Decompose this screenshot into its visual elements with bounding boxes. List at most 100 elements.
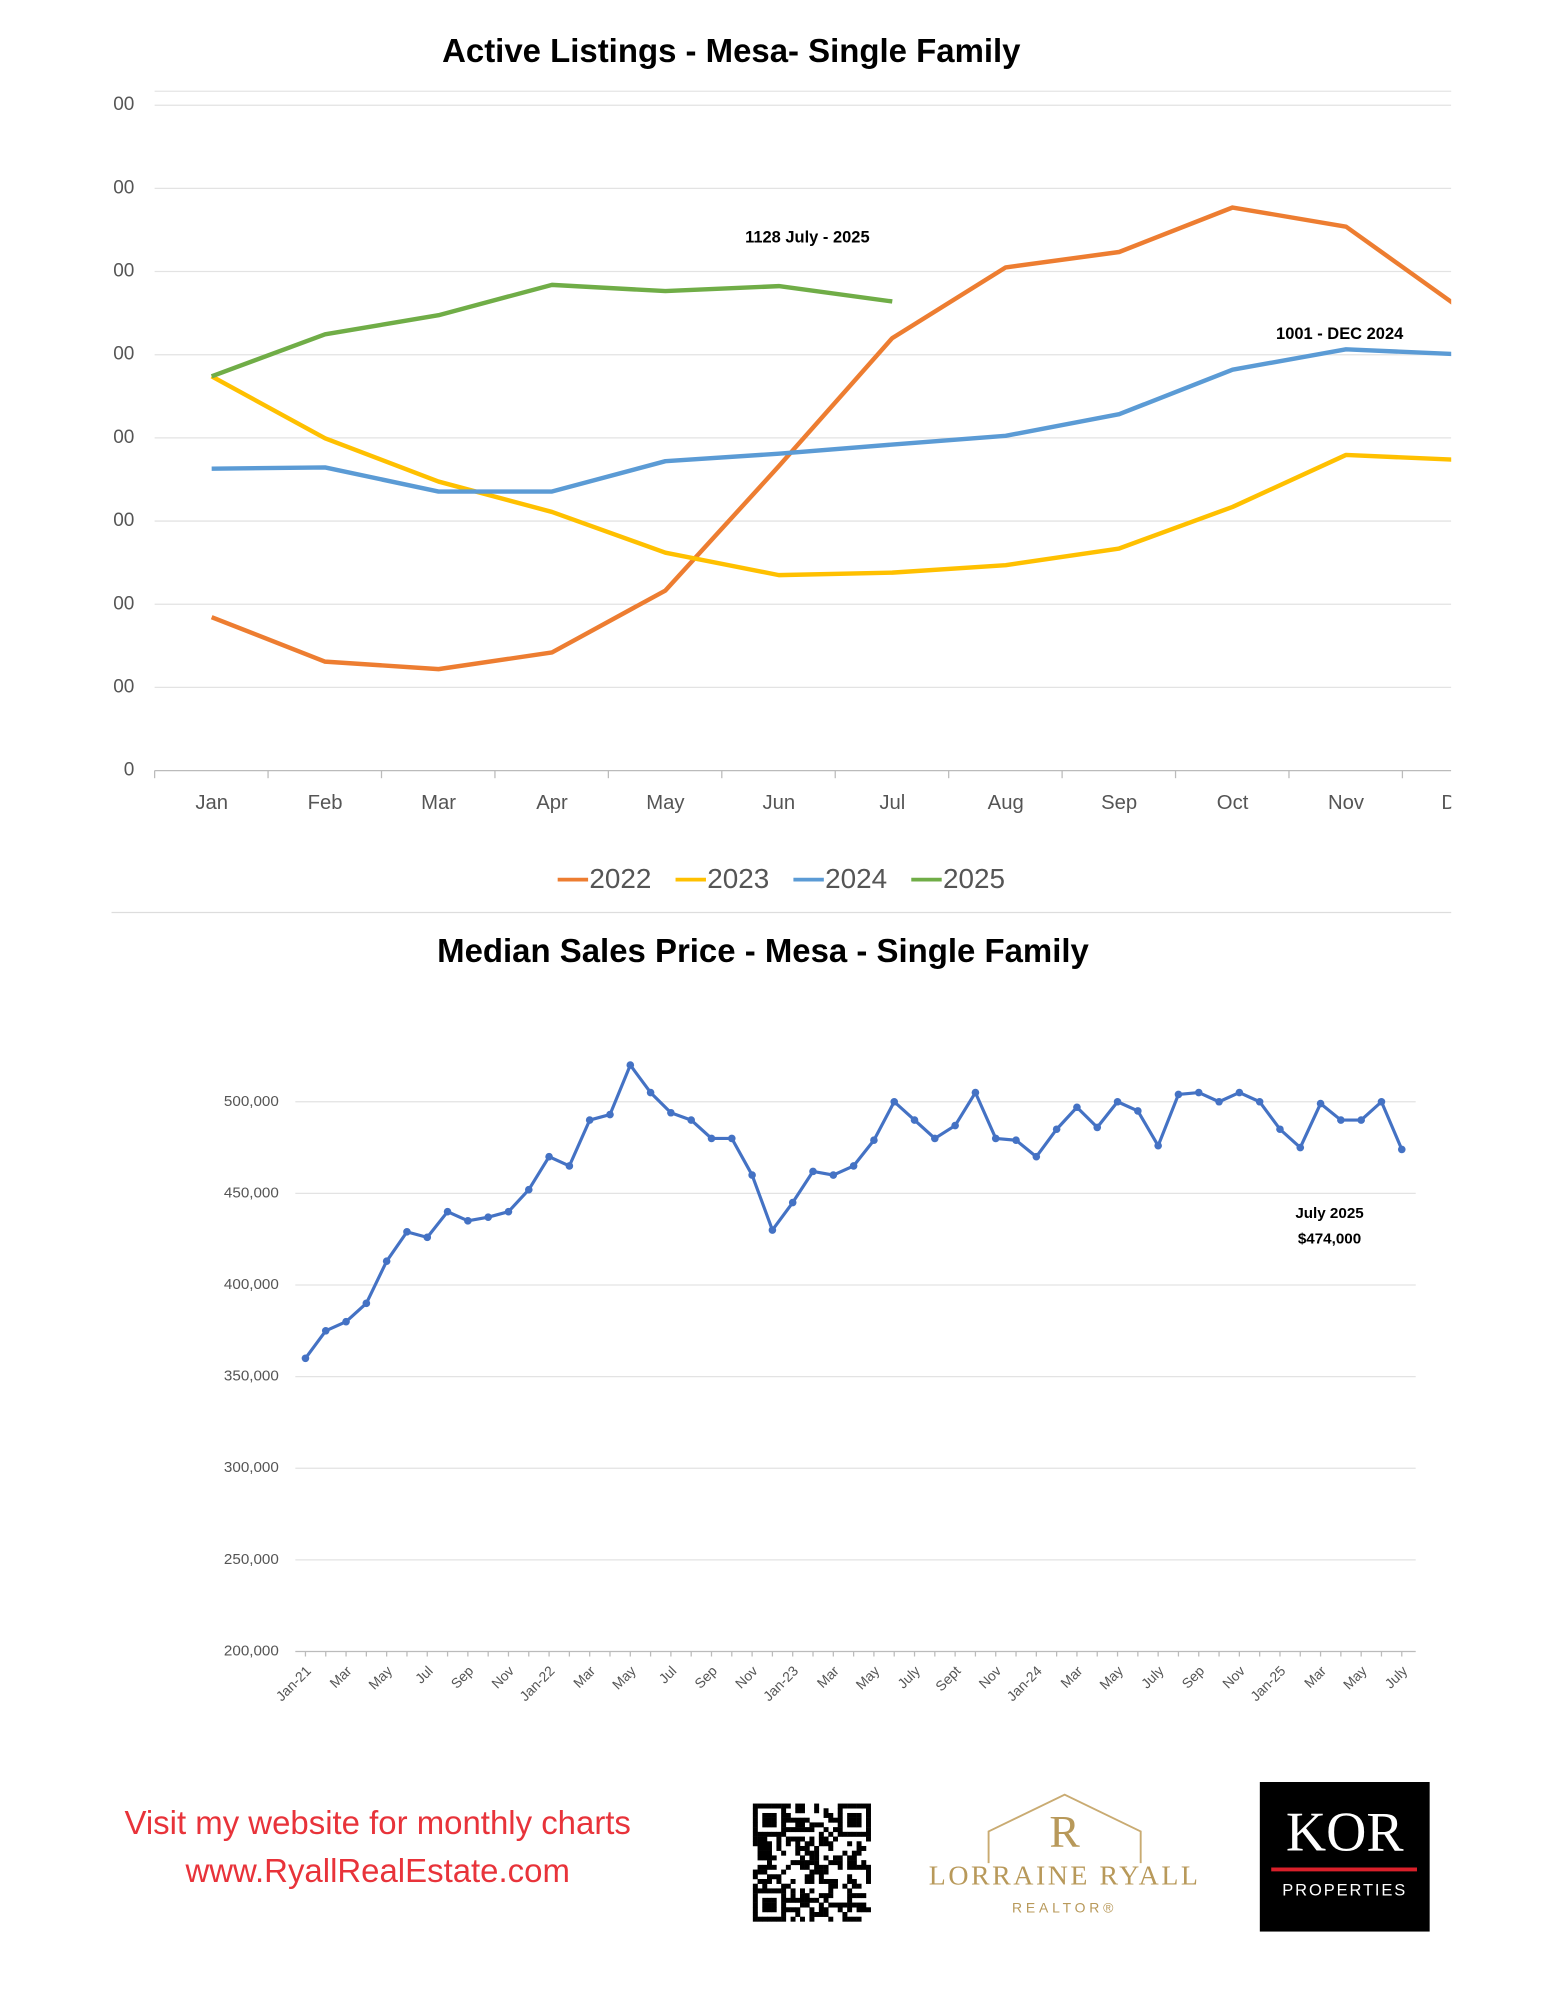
qr-module — [795, 1817, 801, 1823]
qr-module — [766, 1878, 772, 1884]
x-tick-label: May — [853, 1663, 883, 1693]
qr-module — [776, 1831, 782, 1837]
qr-module — [823, 1907, 829, 1913]
qr-module — [762, 1916, 768, 1922]
qr-module — [856, 1883, 862, 1889]
qr-module — [842, 1916, 848, 1922]
qr-module — [856, 1916, 862, 1922]
qr-module — [766, 1850, 772, 1856]
qr-module — [766, 1860, 772, 1866]
qr-module — [828, 1817, 834, 1823]
point — [890, 1097, 899, 1106]
qr-module — [837, 1812, 843, 1818]
qr-module — [800, 1888, 805, 1894]
point — [768, 1226, 777, 1234]
qr-module — [800, 1855, 805, 1861]
qr-module — [842, 1911, 848, 1917]
series-line — [210, 374, 1452, 578]
qr-module — [847, 1831, 853, 1837]
qr-module — [771, 1817, 777, 1823]
qr-module — [851, 1855, 857, 1861]
qr-module — [823, 1836, 829, 1842]
qr-module — [851, 1864, 857, 1870]
qr-module — [842, 1902, 848, 1908]
qr-module — [762, 1907, 768, 1913]
qr-module — [866, 1836, 871, 1842]
x-tick-label: Sept — [932, 1663, 964, 1695]
qr-module — [809, 1822, 815, 1828]
y-tick-label: 00 — [113, 427, 134, 448]
qr-module — [818, 1831, 824, 1837]
point — [545, 1152, 553, 1161]
qr-module — [776, 1878, 782, 1884]
qr-module — [757, 1850, 763, 1856]
x-tick-label: Mar — [570, 1662, 599, 1691]
point — [870, 1136, 878, 1145]
qr-module — [818, 1874, 824, 1880]
qr-module — [795, 1822, 801, 1828]
qr-module — [752, 1803, 758, 1809]
qr-module — [776, 1916, 782, 1922]
qr-module — [856, 1893, 862, 1899]
qr-module — [757, 1869, 763, 1875]
qr-module — [771, 1907, 777, 1913]
qr-module — [837, 1860, 843, 1866]
qr-module — [851, 1817, 857, 1823]
qr-module — [795, 1907, 801, 1913]
y-tick-label: 200,000 — [224, 1642, 279, 1659]
point — [1012, 1136, 1020, 1145]
qr-module — [771, 1803, 777, 1809]
series-line — [210, 205, 1452, 672]
y-tick-label: 0 — [124, 760, 135, 781]
x-tick-label: Nov — [732, 1663, 761, 1692]
qr-module — [847, 1902, 853, 1908]
qr-module — [804, 1841, 810, 1847]
qr-module — [833, 1860, 838, 1866]
qr-module — [837, 1907, 843, 1913]
x-tick-label: Nov — [1219, 1663, 1248, 1692]
qr-module — [814, 1860, 820, 1866]
qr-module — [856, 1822, 862, 1828]
qr-module — [790, 1878, 796, 1884]
qr-module — [828, 1916, 834, 1922]
qr-module — [790, 1916, 796, 1922]
y-tick-label: 00 — [113, 676, 134, 697]
point — [423, 1233, 432, 1242]
qr-module — [818, 1836, 824, 1842]
qr-module — [856, 1850, 862, 1856]
qr-module — [847, 1841, 853, 1847]
qr-module — [766, 1864, 772, 1870]
qr-module — [771, 1897, 777, 1903]
qr-module — [762, 1803, 768, 1809]
qr-module — [851, 1883, 857, 1889]
qr-module — [814, 1822, 820, 1828]
qr-module — [866, 1822, 871, 1828]
qr-module — [818, 1822, 824, 1828]
qr-module — [818, 1869, 824, 1875]
qr-module — [861, 1907, 867, 1913]
qr-module — [752, 1831, 758, 1837]
point — [1296, 1143, 1305, 1152]
qr-module — [752, 1822, 758, 1828]
qr-module — [800, 1897, 805, 1903]
qr-module — [856, 1803, 862, 1809]
logo-name: KOR — [1286, 1802, 1405, 1864]
qr-module — [866, 1817, 871, 1823]
qr-module — [762, 1822, 768, 1828]
x-tick-label: May — [609, 1663, 639, 1693]
qr-module — [842, 1883, 848, 1889]
qr-module — [866, 1812, 871, 1818]
qr-module — [800, 1803, 805, 1809]
qr-module — [823, 1869, 829, 1875]
qr-module — [790, 1893, 796, 1899]
x-tick-label: Jan-24 — [1003, 1662, 1045, 1704]
point — [687, 1116, 695, 1124]
point — [606, 1110, 614, 1119]
y-tick-label: 450,000 — [224, 1184, 279, 1201]
point — [403, 1228, 411, 1236]
x-tick-label: Mar — [326, 1662, 355, 1691]
qr-module — [809, 1855, 815, 1861]
qr-module — [785, 1827, 791, 1833]
qr-module — [800, 1893, 805, 1899]
point — [362, 1299, 371, 1308]
